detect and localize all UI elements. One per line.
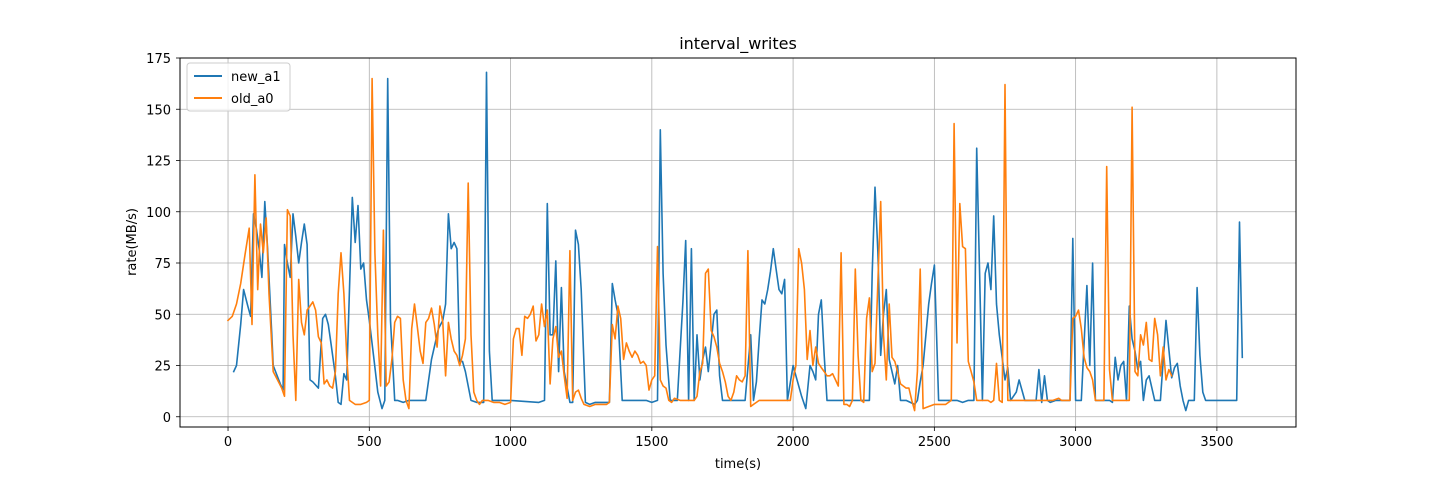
x-axis-label: time(s) <box>715 457 761 472</box>
x-tick-label: 3500 <box>1200 435 1233 450</box>
y-tick-label: 150 <box>146 103 171 118</box>
series-line-new-a1 <box>232 71 1244 412</box>
series-layer <box>226 71 1244 412</box>
x-tick-label: 2500 <box>918 435 951 450</box>
x-tick-label: 500 <box>357 435 382 450</box>
y-tick-label: 50 <box>154 308 171 323</box>
y-tick-label: 125 <box>146 155 171 170</box>
chart-title: interval_writes <box>679 34 797 54</box>
series-line-old-a0 <box>226 77 1173 412</box>
x-tick-label: 1000 <box>494 435 527 450</box>
legend-label-new-a1: new_a1 <box>231 70 281 85</box>
y-tick-label: 175 <box>146 52 171 67</box>
y-tick-label: 100 <box>146 206 171 221</box>
y-tick-label: 25 <box>154 360 171 375</box>
ticks: 0 500 1000 1500 2000 2500 3000 3500 0 25 50 75 100 12… <box>146 52 1233 450</box>
x-tick-label: 0 <box>224 435 232 450</box>
plot-frame <box>179 57 1297 428</box>
y-tick-label: 75 <box>154 257 171 272</box>
x-tick-label: 2000 <box>777 435 810 450</box>
y-axis-label: rate(MB/s) <box>125 208 140 276</box>
legend: new_a1 old_a0 <box>186 62 291 112</box>
x-tick-label: 3000 <box>1059 435 1092 450</box>
legend-label-old-a0: old_a0 <box>231 92 274 107</box>
y-tick-label: 0 <box>163 411 171 426</box>
x-tick-label: 1500 <box>635 435 668 450</box>
